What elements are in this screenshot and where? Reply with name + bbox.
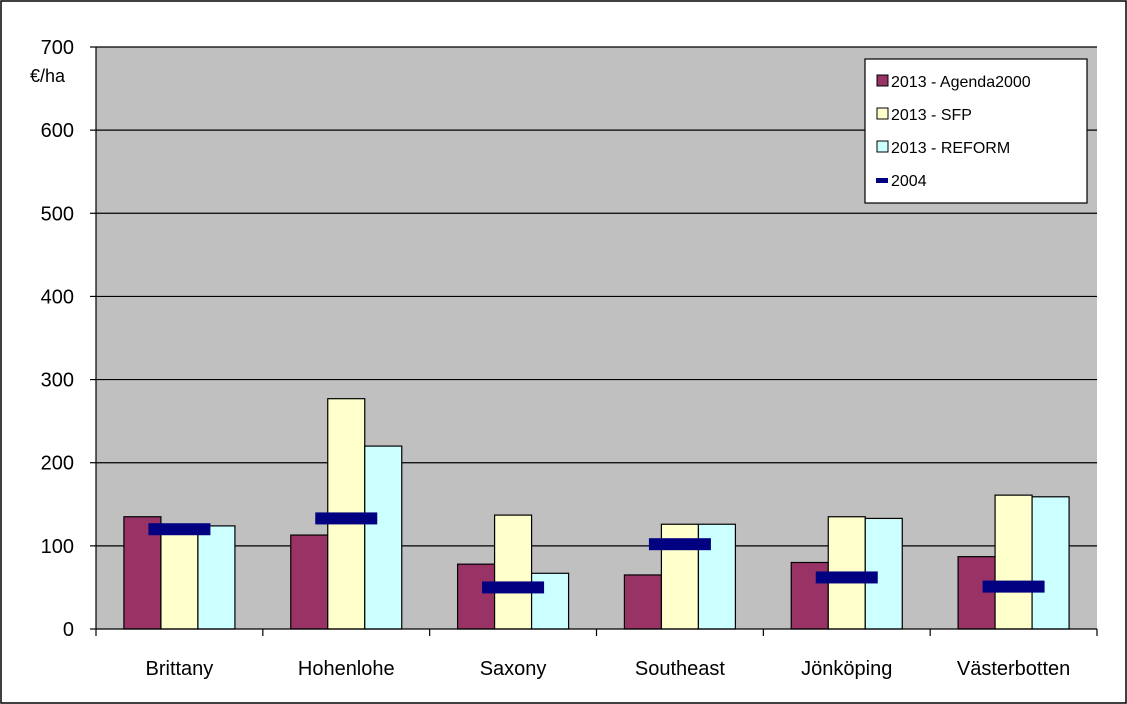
bar <box>160 528 199 630</box>
marker <box>482 581 545 594</box>
bar <box>364 445 403 630</box>
bar <box>197 525 236 630</box>
x-tick-label: Southeast <box>635 658 726 680</box>
marker <box>815 571 878 584</box>
y-tick-label: 0 <box>63 619 74 641</box>
y-tick-label: 700 <box>41 37 74 59</box>
marker <box>982 580 1045 593</box>
y-unit-label: €/ha <box>30 66 66 86</box>
legend-swatch <box>876 178 888 183</box>
bar <box>994 494 1033 630</box>
bar <box>123 516 162 630</box>
marker <box>648 538 711 551</box>
x-tick-label: Jönköping <box>801 658 892 680</box>
legend-swatch <box>876 107 889 120</box>
legend-label: 2013 - REFORM <box>891 140 1010 157</box>
marker-series <box>148 512 1045 594</box>
x-tick-label: Brittany <box>146 658 214 680</box>
y-tick-label: 500 <box>41 203 74 225</box>
legend-swatch <box>876 74 889 87</box>
x-tick-label: Saxony <box>480 658 547 680</box>
bar <box>290 534 329 630</box>
marker <box>315 512 378 525</box>
x-tick-label: Hohenlohe <box>298 658 395 680</box>
bar <box>493 514 533 630</box>
y-tick-label: 100 <box>41 536 74 558</box>
legend-label: 2013 - Agenda2000 <box>891 74 1031 91</box>
legend-box <box>864 58 1088 204</box>
bar <box>1031 496 1070 630</box>
y-tick-label: 300 <box>41 370 74 392</box>
axes: 0 100 200 300 400 500 600 700 Brittany Hohenlohe S… <box>41 37 1098 680</box>
legend-swatch <box>876 140 889 153</box>
bar <box>957 556 996 630</box>
bar <box>456 563 496 630</box>
legend-label: 2013 - SFP <box>891 107 972 124</box>
legend-label: 2004 <box>891 173 927 190</box>
bar <box>623 574 663 630</box>
x-tick-label: Västerbotten <box>957 658 1070 680</box>
legend: 2013 - Agenda2000 2013 - SFP 2013 - REFORM… <box>864 58 1088 204</box>
y-tick-label: 600 <box>41 120 74 142</box>
y-tick-label: 200 <box>41 453 74 475</box>
y-tick-label: 400 <box>41 286 74 308</box>
marker <box>148 523 211 536</box>
